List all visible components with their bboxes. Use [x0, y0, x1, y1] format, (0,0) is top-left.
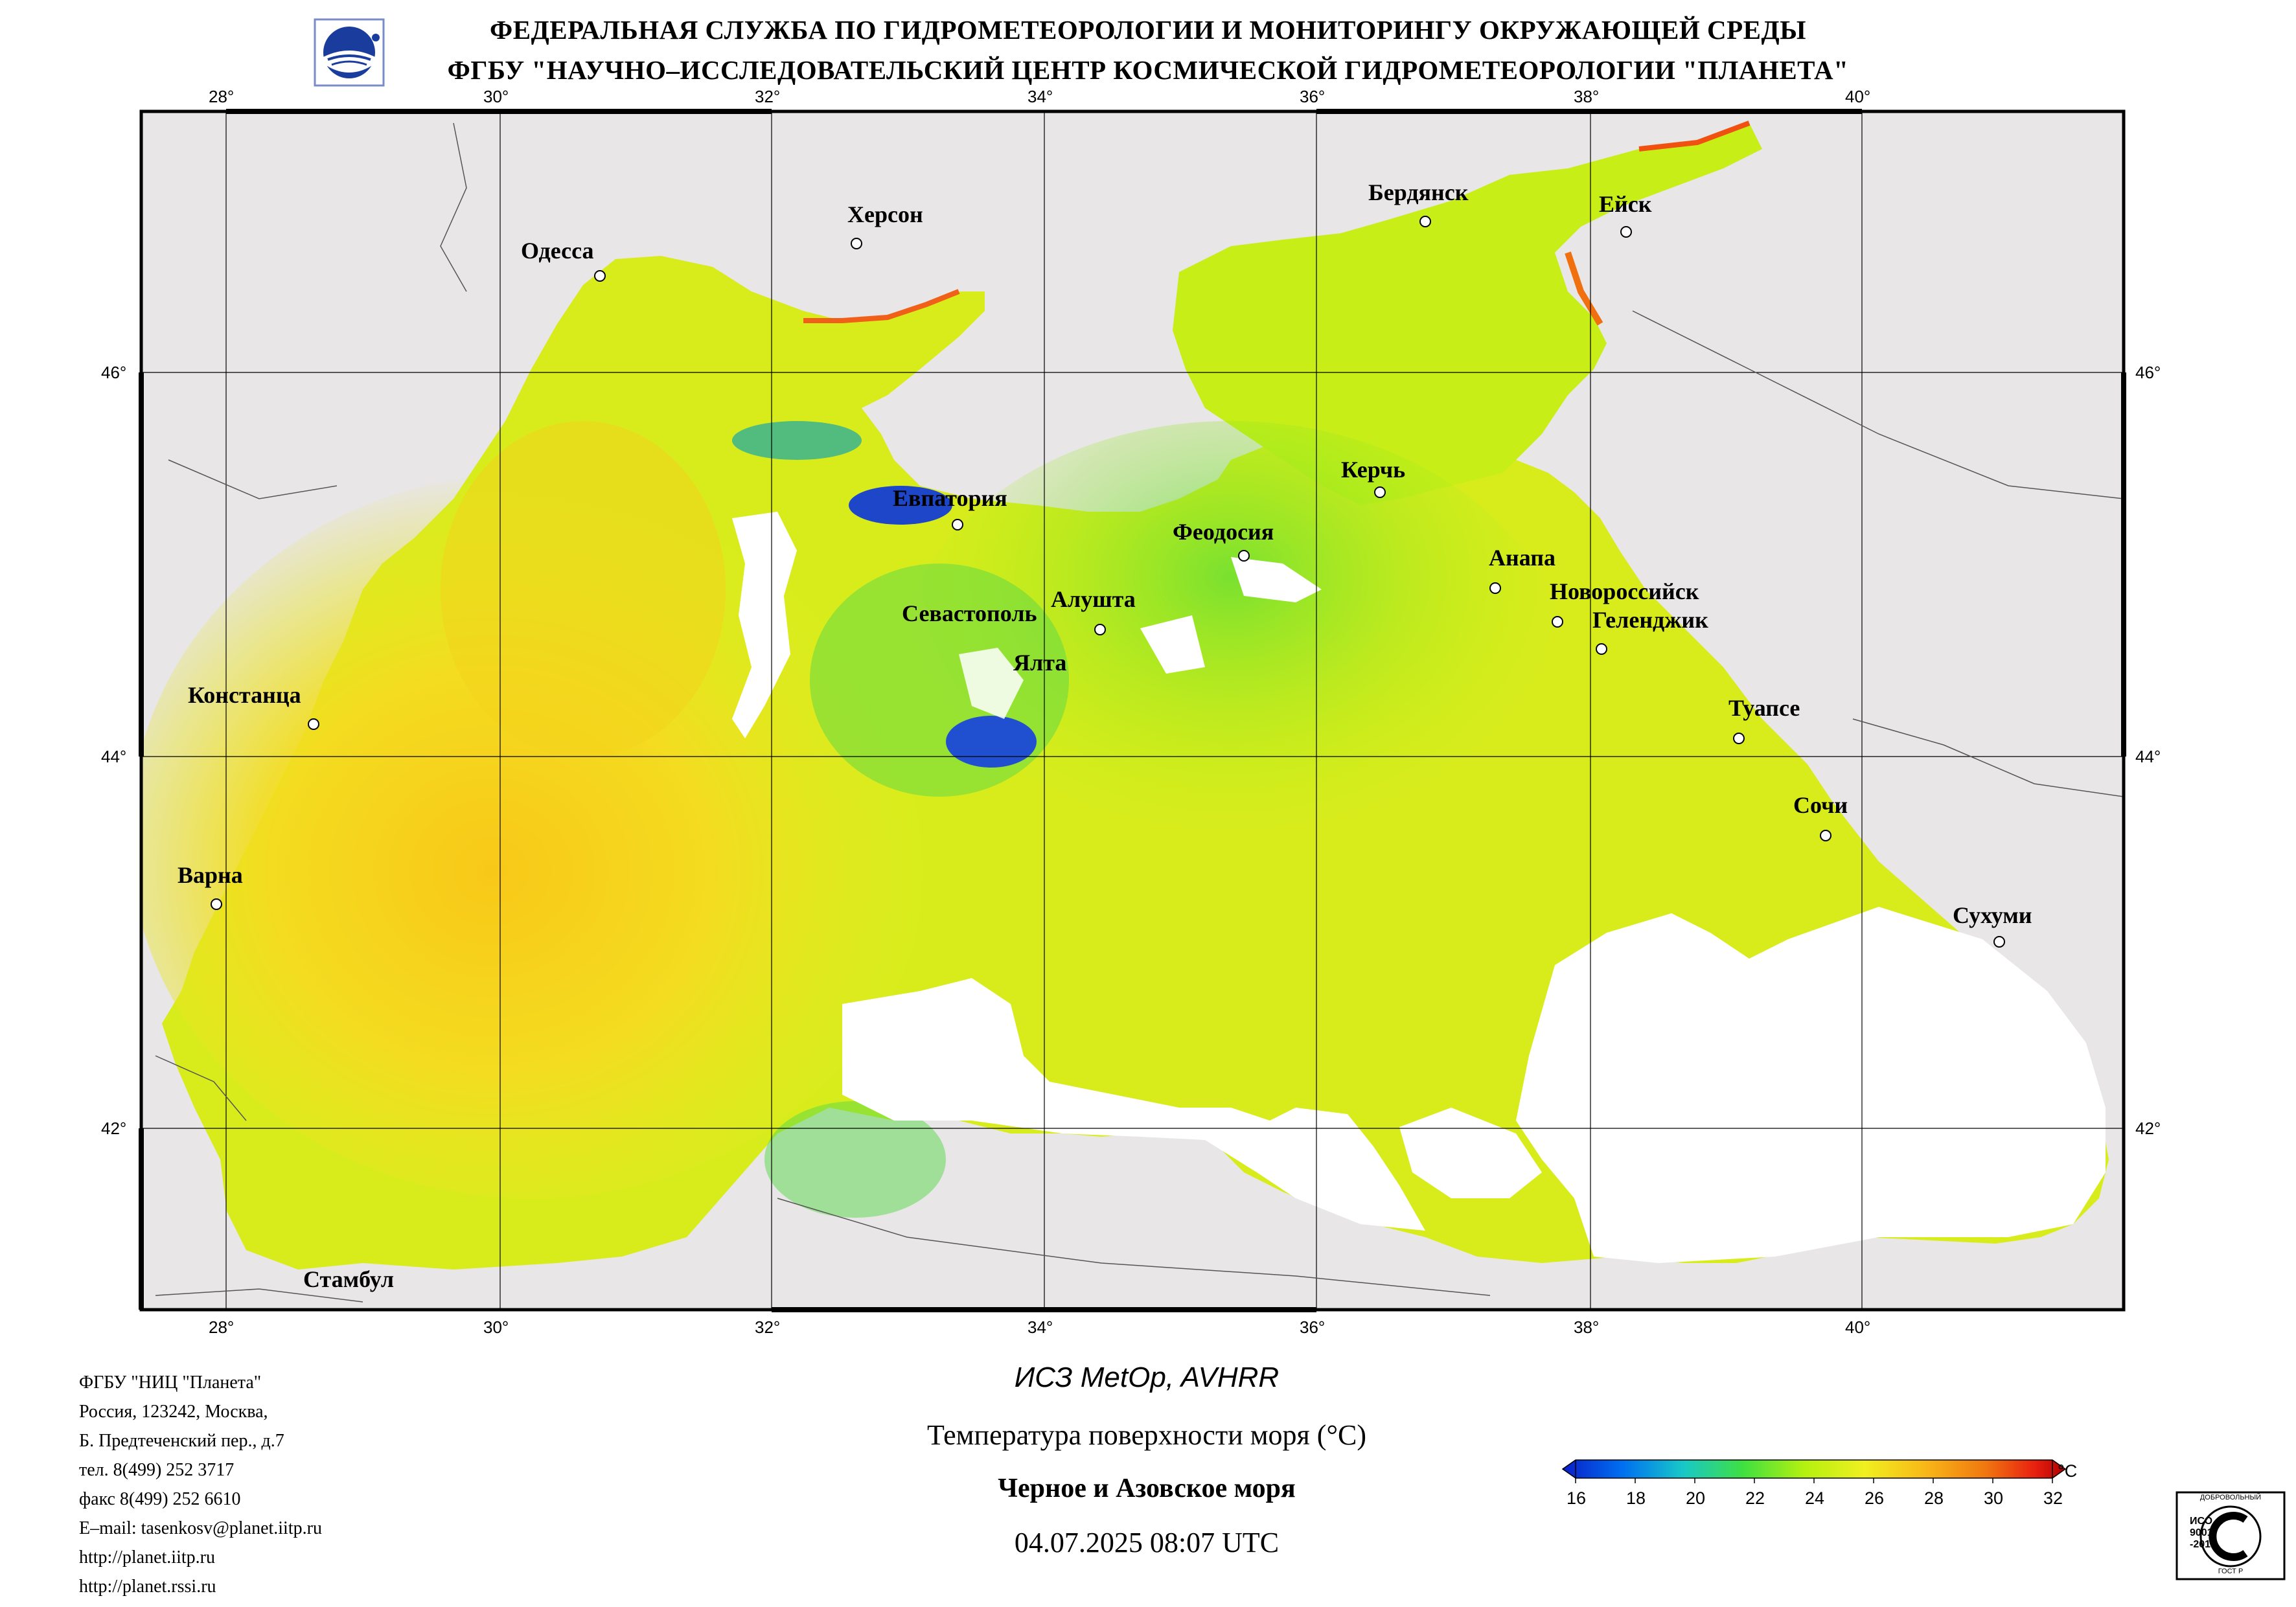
colorbar-tick-28: 28	[1924, 1488, 1944, 1508]
lat-label-right-44: 44°	[2135, 747, 2161, 766]
city-varna: Варна	[178, 862, 243, 888]
url-2[interactable]: http://planet.rssi.ru	[79, 1577, 216, 1597]
city-sukhumi: Сухуми	[1953, 902, 2032, 928]
email[interactable]: E–mail: tasenkosv@planet.iitp.ru	[79, 1518, 322, 1538]
header-line-1: ФЕДЕРАЛЬНАЯ СЛУЖБА ПО ГИДРОМЕТЕОРОЛОГИИ …	[490, 15, 1806, 45]
lon-label-bottom-32: 32°	[755, 1317, 781, 1337]
colorbar-unit: °С	[2058, 1461, 2078, 1481]
city-feodosia: Феодосия	[1173, 519, 1274, 545]
badge-9001: 9001	[2190, 1527, 2213, 1538]
badge-iso: ИСО	[2190, 1516, 2213, 1527]
colorbar-tick-16: 16	[1567, 1488, 1587, 1508]
lat-label-right-46: 46°	[2135, 363, 2161, 382]
fax: факс 8(499) 252 6610	[79, 1489, 241, 1509]
lon-label-bottom-30: 30°	[483, 1317, 509, 1337]
lat-label-right-42: 42°	[2135, 1119, 2161, 1138]
iso-certification-badge	[2175, 1491, 2286, 1580]
city-constanta: Констанца	[188, 682, 301, 708]
city-anapa: Анапа	[1489, 545, 1556, 571]
city-sochi: Сочи	[1793, 792, 1848, 818]
badge-top-text: ДОБРОВОЛЬНЫЙ	[2199, 1494, 2262, 1501]
lon-label-top-38: 38°	[1574, 87, 1600, 106]
cloud-mask-south	[842, 978, 1425, 1231]
region-name: Черное и Азовское моря	[998, 1474, 1296, 1503]
lat-label-left-44: 44°	[101, 747, 127, 766]
badge-2015: -2015	[2190, 1539, 2216, 1550]
colorbar-tick-32: 32	[2043, 1488, 2063, 1508]
city-odessa: Одесса	[521, 238, 594, 264]
lon-label-bottom-34: 34°	[1027, 1317, 1053, 1337]
lon-label-bottom-38: 38°	[1574, 1317, 1600, 1337]
lon-label-bottom-40: 40°	[1845, 1317, 1871, 1337]
badge-iso-text: ИСО 9001 -2015	[2190, 1516, 2229, 1551]
city-yalta: Ялта	[1013, 650, 1067, 676]
city-berdyansk: Бердянск	[1368, 179, 1469, 205]
colorbar-tick-24: 24	[1805, 1488, 1825, 1508]
phone: тел. 8(499) 252 3717	[79, 1460, 235, 1480]
org-name: ФГБУ "НИЦ "Планета"	[79, 1373, 262, 1393]
lat-label-left-46: 46°	[101, 363, 127, 382]
colorbar-tick-26: 26	[1865, 1488, 1885, 1508]
city-kherson: Херсон	[847, 201, 923, 227]
city-tuapse: Туапсе	[1728, 695, 1800, 721]
temperature-colorbar	[1561, 1459, 2067, 1487]
azov-sea	[1173, 123, 1762, 505]
lon-label-bottom-36: 36°	[1300, 1317, 1326, 1337]
sea-surface-temperature-map	[0, 97, 2296, 1328]
contact-info: ФГБУ "НИЦ "Планета" Россия, 123242, Моск…	[79, 1368, 322, 1601]
badge-bottom-text: ГОСТ Р	[2218, 1567, 2244, 1575]
observation-datetime: 04.07.2025 08:07 UTC	[1014, 1527, 1280, 1558]
city-gelendzhik: Геленджик	[1592, 607, 1708, 633]
city-novorossiysk: Новороссийск	[1550, 578, 1699, 604]
header-line-2: ФГБУ "НАУЧНО–ИССЛЕДОВАТЕЛЬСКИЙ ЦЕНТР КОС…	[447, 55, 1849, 85]
lon-label-top-32: 32°	[755, 87, 781, 106]
lon-label-top-40: 40°	[1845, 87, 1871, 106]
lon-label-top-36: 36°	[1300, 87, 1326, 106]
address-line-2: Б. Предтеченский пер., д.7	[79, 1431, 284, 1451]
address-line-1: Россия, 123242, Москва,	[79, 1402, 268, 1422]
colorbar-tick-30: 30	[1984, 1488, 2004, 1508]
agency-logo	[314, 18, 385, 87]
colorbar-tick-20: 20	[1686, 1488, 1706, 1508]
lon-label-top-28: 28°	[209, 87, 235, 106]
colorbar-tick-22: 22	[1745, 1488, 1765, 1508]
city-sevastopol: Севастополь	[902, 600, 1037, 626]
city-alushta: Алушта	[1051, 586, 1136, 612]
cloud-mask-crimea	[732, 512, 797, 738]
lon-label-bottom-28: 28°	[209, 1317, 235, 1337]
parameter-name: Температура поверхности моря (°С)	[926, 1419, 1367, 1451]
lon-label-top-34: 34°	[1027, 87, 1053, 106]
city-istanbul: Стамбул	[303, 1266, 395, 1292]
lon-label-top-30: 30°	[483, 87, 509, 106]
city-evpatoria: Евпатория	[893, 485, 1007, 511]
city-kerch: Керчь	[1341, 457, 1406, 483]
satellite-name: ИСЗ MetOp, AVHRR	[1014, 1362, 1280, 1393]
cloud-mask-east	[1516, 907, 2106, 1263]
url-1[interactable]: http://planet.iitp.ru	[79, 1547, 215, 1567]
lat-label-left-42: 42°	[101, 1119, 127, 1138]
colorbar-tick-18: 18	[1626, 1488, 1646, 1508]
city-yeysk: Ейск	[1599, 191, 1652, 217]
